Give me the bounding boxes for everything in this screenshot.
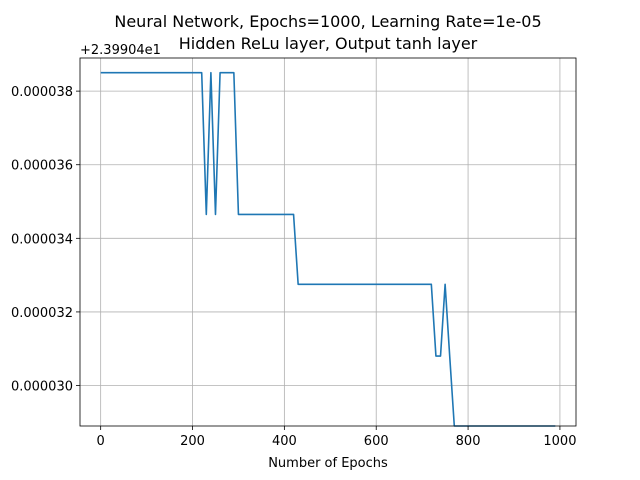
- axis-ticks: 0 200 400 600 800 1000 0.000030 0.000032 0.00003…: [11, 85, 577, 449]
- grid-lines: [80, 58, 576, 426]
- chart-title: Neural Network, Epochs=1000, Learning Ra…: [114, 12, 541, 31]
- x-tick-label: 0: [97, 434, 105, 449]
- x-tick-label: 800: [456, 434, 481, 449]
- y-tick-label: 0.000036: [11, 159, 73, 174]
- plot-frame: [79, 57, 577, 427]
- y-tick-label: 0.000038: [11, 85, 73, 100]
- x-tick-label: 600: [364, 434, 389, 449]
- series-line: [100, 71, 556, 427]
- series-layer: [100, 71, 556, 427]
- x-tick-label: 1000: [543, 434, 576, 449]
- chart-subtitle: Hidden ReLu layer, Output tanh layer: [179, 34, 478, 53]
- x-tick-label: 400: [272, 434, 297, 449]
- x-axis-label: Number of Epochs: [268, 456, 388, 471]
- y-tick-label: 0.000032: [11, 306, 73, 321]
- y-axis-offset-label: +2.39904e1: [80, 43, 161, 58]
- y-tick-label: 0.000034: [11, 232, 73, 247]
- y-tick-label: 0.000030: [11, 380, 73, 395]
- x-tick-label: 200: [180, 434, 205, 449]
